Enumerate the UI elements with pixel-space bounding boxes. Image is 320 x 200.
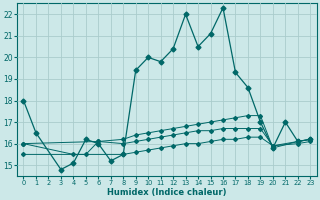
X-axis label: Humidex (Indice chaleur): Humidex (Indice chaleur) bbox=[107, 188, 227, 197]
